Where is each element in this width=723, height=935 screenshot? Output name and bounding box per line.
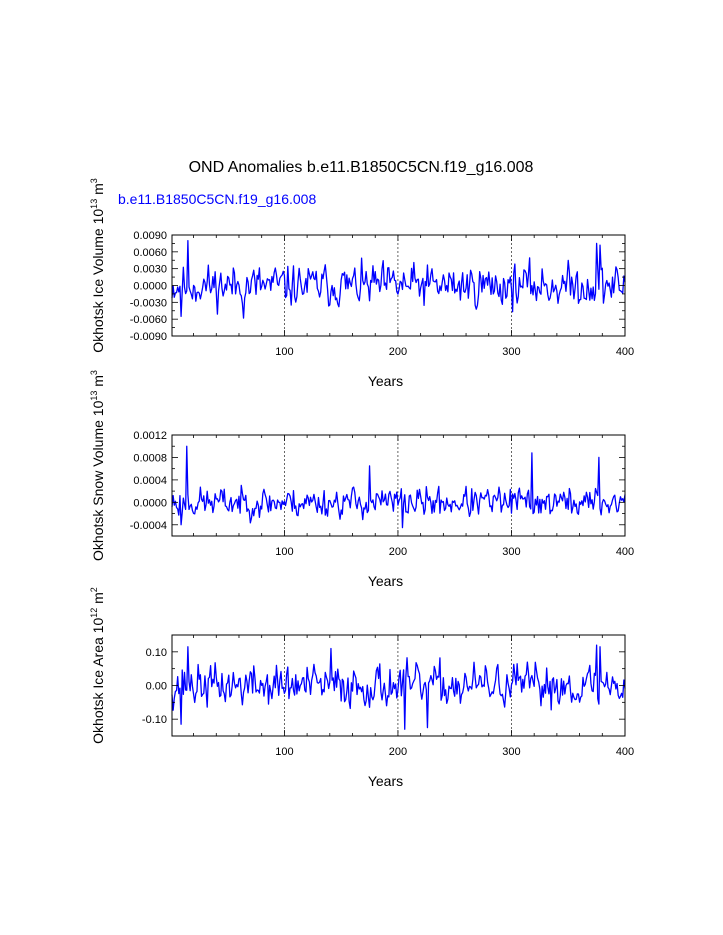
panel-3: 100 200 300 400 Years -0.10 0.00 0.10 Okhotsk Ic…: [89, 587, 634, 789]
x-tick-label: 300: [502, 546, 520, 558]
y-tick-label: -0.0030: [130, 297, 167, 309]
x-axis-label: Years: [368, 773, 403, 789]
y-tick-label: 0.0060: [133, 247, 167, 259]
y-axis-label: Okhotsk Snow Volume 1013 m3: [89, 370, 106, 561]
series-line: [171, 445, 626, 529]
plot-frame: [171, 434, 626, 537]
y-tick-label: -0.0090: [130, 331, 167, 343]
y-axis-label: Okhotsk Ice Volume 1013 m3: [89, 178, 106, 353]
y-axis-label: Okhotsk Ice Area 1012 m2: [89, 587, 106, 744]
panel-1: 100 200 300 400 Years -0.0090 -0.0060 -0.0030 0.…: [89, 178, 634, 389]
plot-frame: [171, 234, 626, 337]
x-tick-label: 300: [502, 746, 520, 758]
y-tick-label: -0.0004: [130, 520, 167, 532]
x-tick-label: 100: [275, 746, 293, 758]
y-tick-label: 0.0000: [133, 497, 167, 509]
y-tick-label: 0.0030: [133, 264, 167, 276]
x-tick-label: 400: [616, 346, 634, 358]
x-tick-label: 400: [616, 546, 634, 558]
panel-2: 100 200 300 400 Years -0.0004 0.0000 0.0004 0.00…: [89, 370, 634, 589]
y-tick-label: 0.0090: [133, 230, 167, 242]
x-tick-label: 200: [389, 346, 407, 358]
y-tick-label: 0.0012: [133, 430, 167, 442]
y-tick-label: 0.00: [146, 681, 167, 693]
y-tick-label: 0.0008: [133, 452, 167, 464]
x-tick-label: 300: [502, 346, 520, 358]
series-line: [171, 239, 626, 319]
figure-title: OND Anomalies b.e11.B1850C5CN.f19_g16.00…: [189, 159, 534, 176]
series-line: [171, 644, 626, 730]
x-tick-label: 200: [389, 746, 407, 758]
x-tick-label: 100: [275, 546, 293, 558]
y-tick-label: 0.0004: [133, 475, 167, 487]
x-axis-label: Years: [368, 373, 403, 389]
x-tick-label: 100: [275, 346, 293, 358]
y-tick-label: -0.0060: [130, 314, 167, 326]
y-tick-label: 0.10: [146, 647, 167, 659]
y-tick-label: 0.0000: [133, 281, 167, 293]
x-axis-label: Years: [368, 573, 403, 589]
x-tick-label: 400: [616, 746, 634, 758]
x-tick-label: 200: [389, 546, 407, 558]
y-tick-label: -0.10: [142, 714, 167, 726]
series-subtitle: b.e11.B1850C5CN.f19_g16.008: [118, 191, 316, 207]
